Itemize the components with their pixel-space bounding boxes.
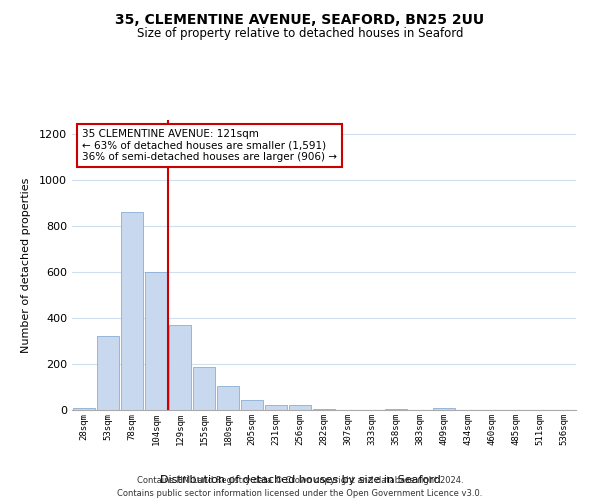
Text: Size of property relative to detached houses in Seaford: Size of property relative to detached ho… bbox=[137, 28, 463, 40]
Bar bbox=[121, 212, 143, 410]
Bar bbox=[217, 386, 239, 410]
Bar bbox=[169, 325, 191, 410]
Text: Distribution of detached houses by size in Seaford: Distribution of detached houses by size … bbox=[160, 475, 440, 485]
Bar bbox=[265, 406, 287, 410]
Bar bbox=[97, 336, 119, 410]
Bar bbox=[289, 406, 311, 410]
Bar bbox=[433, 408, 455, 410]
Text: 35, CLEMENTINE AVENUE, SEAFORD, BN25 2UU: 35, CLEMENTINE AVENUE, SEAFORD, BN25 2UU bbox=[115, 12, 485, 26]
Bar bbox=[385, 409, 407, 410]
Text: Contains HM Land Registry data © Crown copyright and database right 2024.
Contai: Contains HM Land Registry data © Crown c… bbox=[118, 476, 482, 498]
Bar bbox=[313, 409, 335, 410]
Y-axis label: Number of detached properties: Number of detached properties bbox=[20, 178, 31, 352]
Bar bbox=[73, 408, 95, 410]
Bar bbox=[241, 400, 263, 410]
Text: 35 CLEMENTINE AVENUE: 121sqm
← 63% of detached houses are smaller (1,591)
36% of: 35 CLEMENTINE AVENUE: 121sqm ← 63% of de… bbox=[82, 128, 337, 162]
Bar bbox=[145, 272, 167, 410]
Bar bbox=[193, 368, 215, 410]
